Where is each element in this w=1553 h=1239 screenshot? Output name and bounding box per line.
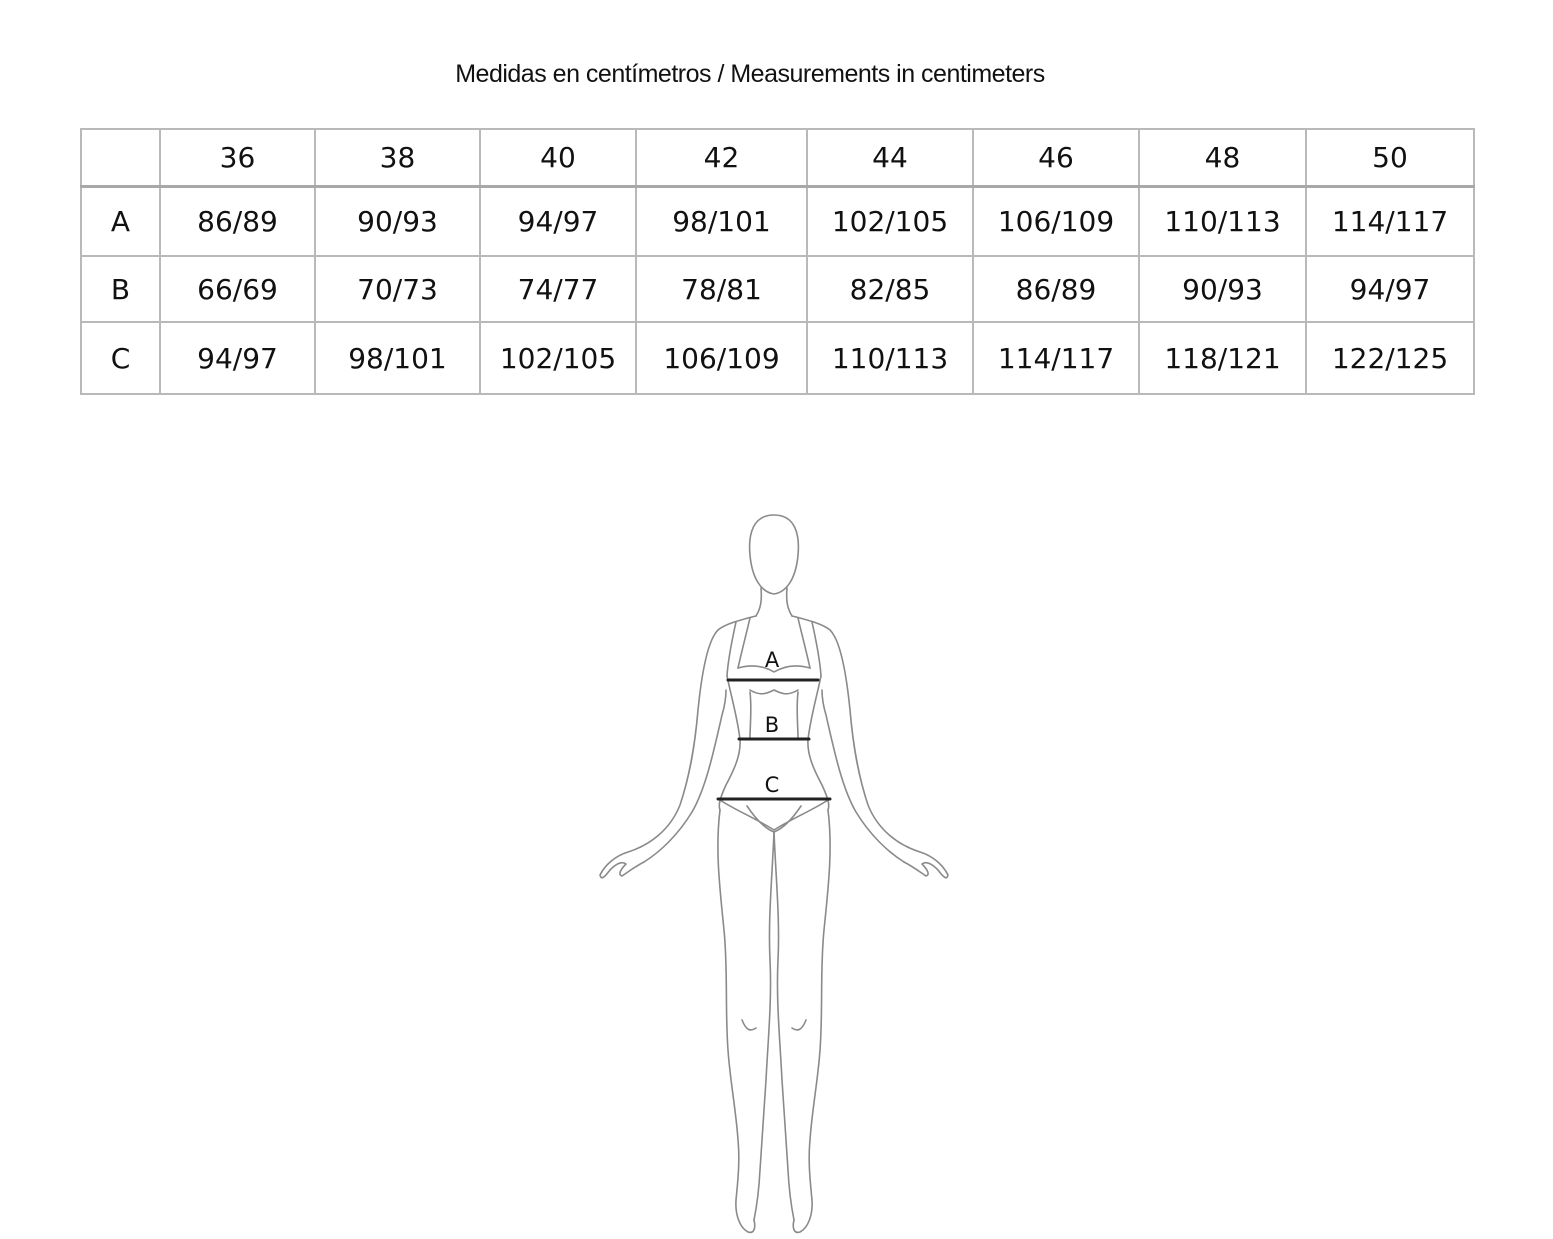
size-header: 48 [1138,128,1307,188]
size-header: 38 [314,128,481,188]
briefs-outline [719,799,829,833]
right-inner-arm [821,689,905,863]
table-row: A 86/89 90/93 94/97 98/101 102/105 106/1… [80,185,1475,257]
size-header: 42 [635,128,808,188]
table-cell: 106/109 [635,321,808,395]
head-outline [748,514,800,595]
rib-detail [749,689,799,739]
body-outline [599,514,949,1234]
page-title: Medidas en centímetros / Measurements in… [455,60,1045,88]
measure-lines [716,678,832,801]
row-label: B [80,255,161,323]
table-cell: 98/101 [635,185,808,257]
left-inner-arm [643,689,727,863]
figure-label-c: C [765,773,780,797]
table-cell: 86/89 [159,185,316,257]
table-row: B 66/69 70/73 74/77 78/81 82/85 86/89 90… [80,255,1475,323]
table-cell: 122/125 [1305,321,1475,395]
size-header: 46 [972,128,1140,188]
table-row: C 94/97 98/101 102/105 106/109 110/113 1… [80,321,1475,395]
corner-cell [80,128,161,188]
left-arm-outline [599,615,757,879]
table-cell: 110/113 [1138,185,1307,257]
table-cell: 98/101 [314,321,481,395]
right-leg-inner [773,831,795,1221]
row-label: C [80,321,161,395]
table-cell: 90/93 [1138,255,1307,323]
size-header: 44 [806,128,974,188]
table-cell: 82/85 [806,255,974,323]
row-label: A [80,185,161,257]
table-cell: 94/97 [479,185,637,257]
right-arm-outline [791,615,949,879]
table-cell: 118/121 [1138,321,1307,395]
size-header: 36 [159,128,316,188]
neck-outline [755,587,793,617]
table-cell: 90/93 [314,185,481,257]
table-cell: 102/105 [806,185,974,257]
table-cell: 94/97 [159,321,316,395]
torso-right [807,675,830,811]
table-cell: 102/105 [479,321,637,395]
table-cell: 114/117 [972,321,1140,395]
size-table: 36 38 40 42 44 46 48 50 A 86/89 90/93 94… [80,128,1475,395]
size-header: 50 [1305,128,1475,188]
table-cell: 78/81 [635,255,808,323]
figure-label-a: A [765,648,780,672]
size-header: 40 [479,128,637,188]
knee-detail [741,1019,807,1031]
table-cell: 86/89 [972,255,1140,323]
table-cell: 110/113 [806,321,974,395]
top-cups [737,665,811,673]
figure-label-b: B [765,713,779,737]
top-straps [726,617,822,677]
table-cell: 70/73 [314,255,481,323]
left-leg-outer [717,809,756,1234]
table-cell: 74/77 [479,255,637,323]
torso-left [718,675,741,811]
table-cell: 114/117 [1305,185,1475,257]
table-cell: 66/69 [159,255,316,323]
right-leg-outer [792,809,831,1234]
table-cell: 94/97 [1305,255,1475,323]
table-cell: 106/109 [972,185,1140,257]
left-leg-inner [753,831,775,1221]
header-row: 36 38 40 42 44 46 48 50 [80,128,1475,188]
body-measurement-figure: A B C [560,500,990,1239]
